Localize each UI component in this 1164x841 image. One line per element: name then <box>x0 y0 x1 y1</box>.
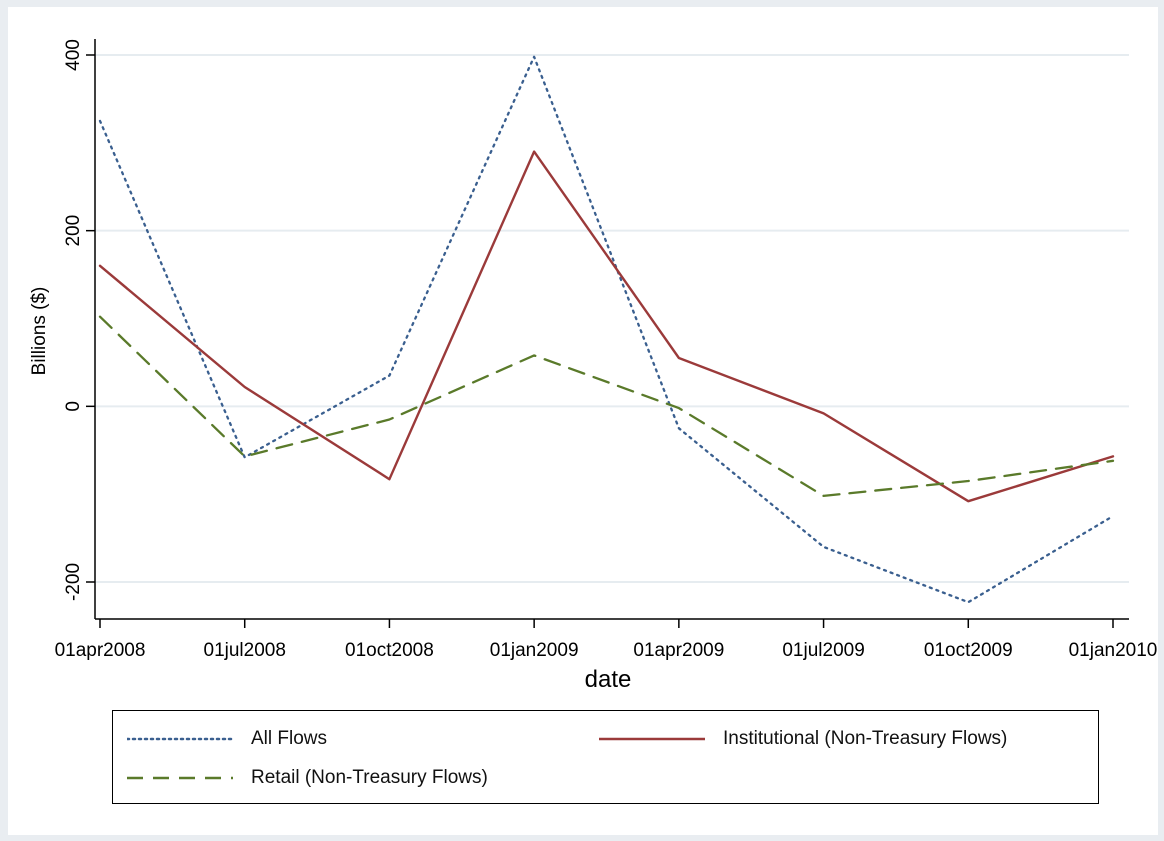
plot-area <box>95 37 1129 619</box>
series-line-institutional-non-treasury-flows <box>98 150 1115 503</box>
series-line-all-flows <box>98 55 1115 604</box>
x-tick-label: 01apr2009 <box>633 640 724 661</box>
legend: All Flows Institutional (Non-Treasury Fl… <box>112 710 1099 804</box>
legend-label: All Flows <box>251 728 328 749</box>
y-tick-label: 200 <box>63 215 84 247</box>
legend-swatch-dashed <box>127 776 233 780</box>
axes <box>86 39 1129 628</box>
x-tick-label: 01jan2009 <box>490 640 579 661</box>
x-tick-label: 01jan2010 <box>1069 640 1158 661</box>
series-lines <box>98 55 1115 604</box>
tick-labels: -200 0 200 400 01apr2008 01jul2008 01oct2008 01… <box>55 39 1158 661</box>
x-tick-label: 01apr2008 <box>55 640 146 661</box>
legend-swatch-solid <box>599 737 705 741</box>
y-tick-label: 0 <box>63 401 84 412</box>
legend-label: Institutional (Non-Treasury Flows) <box>723 728 1008 749</box>
chart-figure: -200 0 200 400 01apr2008 01jul2008 01oct2008 01… <box>8 7 1158 835</box>
legend-swatch-dotted <box>127 737 233 741</box>
legend-item-all-flows: All Flows <box>127 727 327 751</box>
line-chart: -200 0 200 400 01apr2008 01jul2008 01oct2008 01… <box>29 37 1158 693</box>
y-axis-title: Billions ($) <box>29 287 50 376</box>
x-tick-label: 01jul2009 <box>782 640 864 661</box>
x-axis-title: date <box>585 666 632 693</box>
x-tick-label: 01oct2008 <box>345 640 434 661</box>
legend-item-institutional: Institutional (Non-Treasury Flows) <box>599 727 1007 751</box>
legend-item-retail: Retail (Non-Treasury Flows) <box>127 766 488 790</box>
x-tick-label: 01oct2009 <box>924 640 1013 661</box>
x-tick-label: 01jul2008 <box>204 640 286 661</box>
y-tick-label: 400 <box>63 39 84 71</box>
series-line-retail-non-treasury-flows <box>98 315 1115 498</box>
legend-label: Retail (Non-Treasury Flows) <box>251 767 488 788</box>
y-tick-label: -200 <box>63 563 84 601</box>
grid-lines <box>95 37 1129 619</box>
